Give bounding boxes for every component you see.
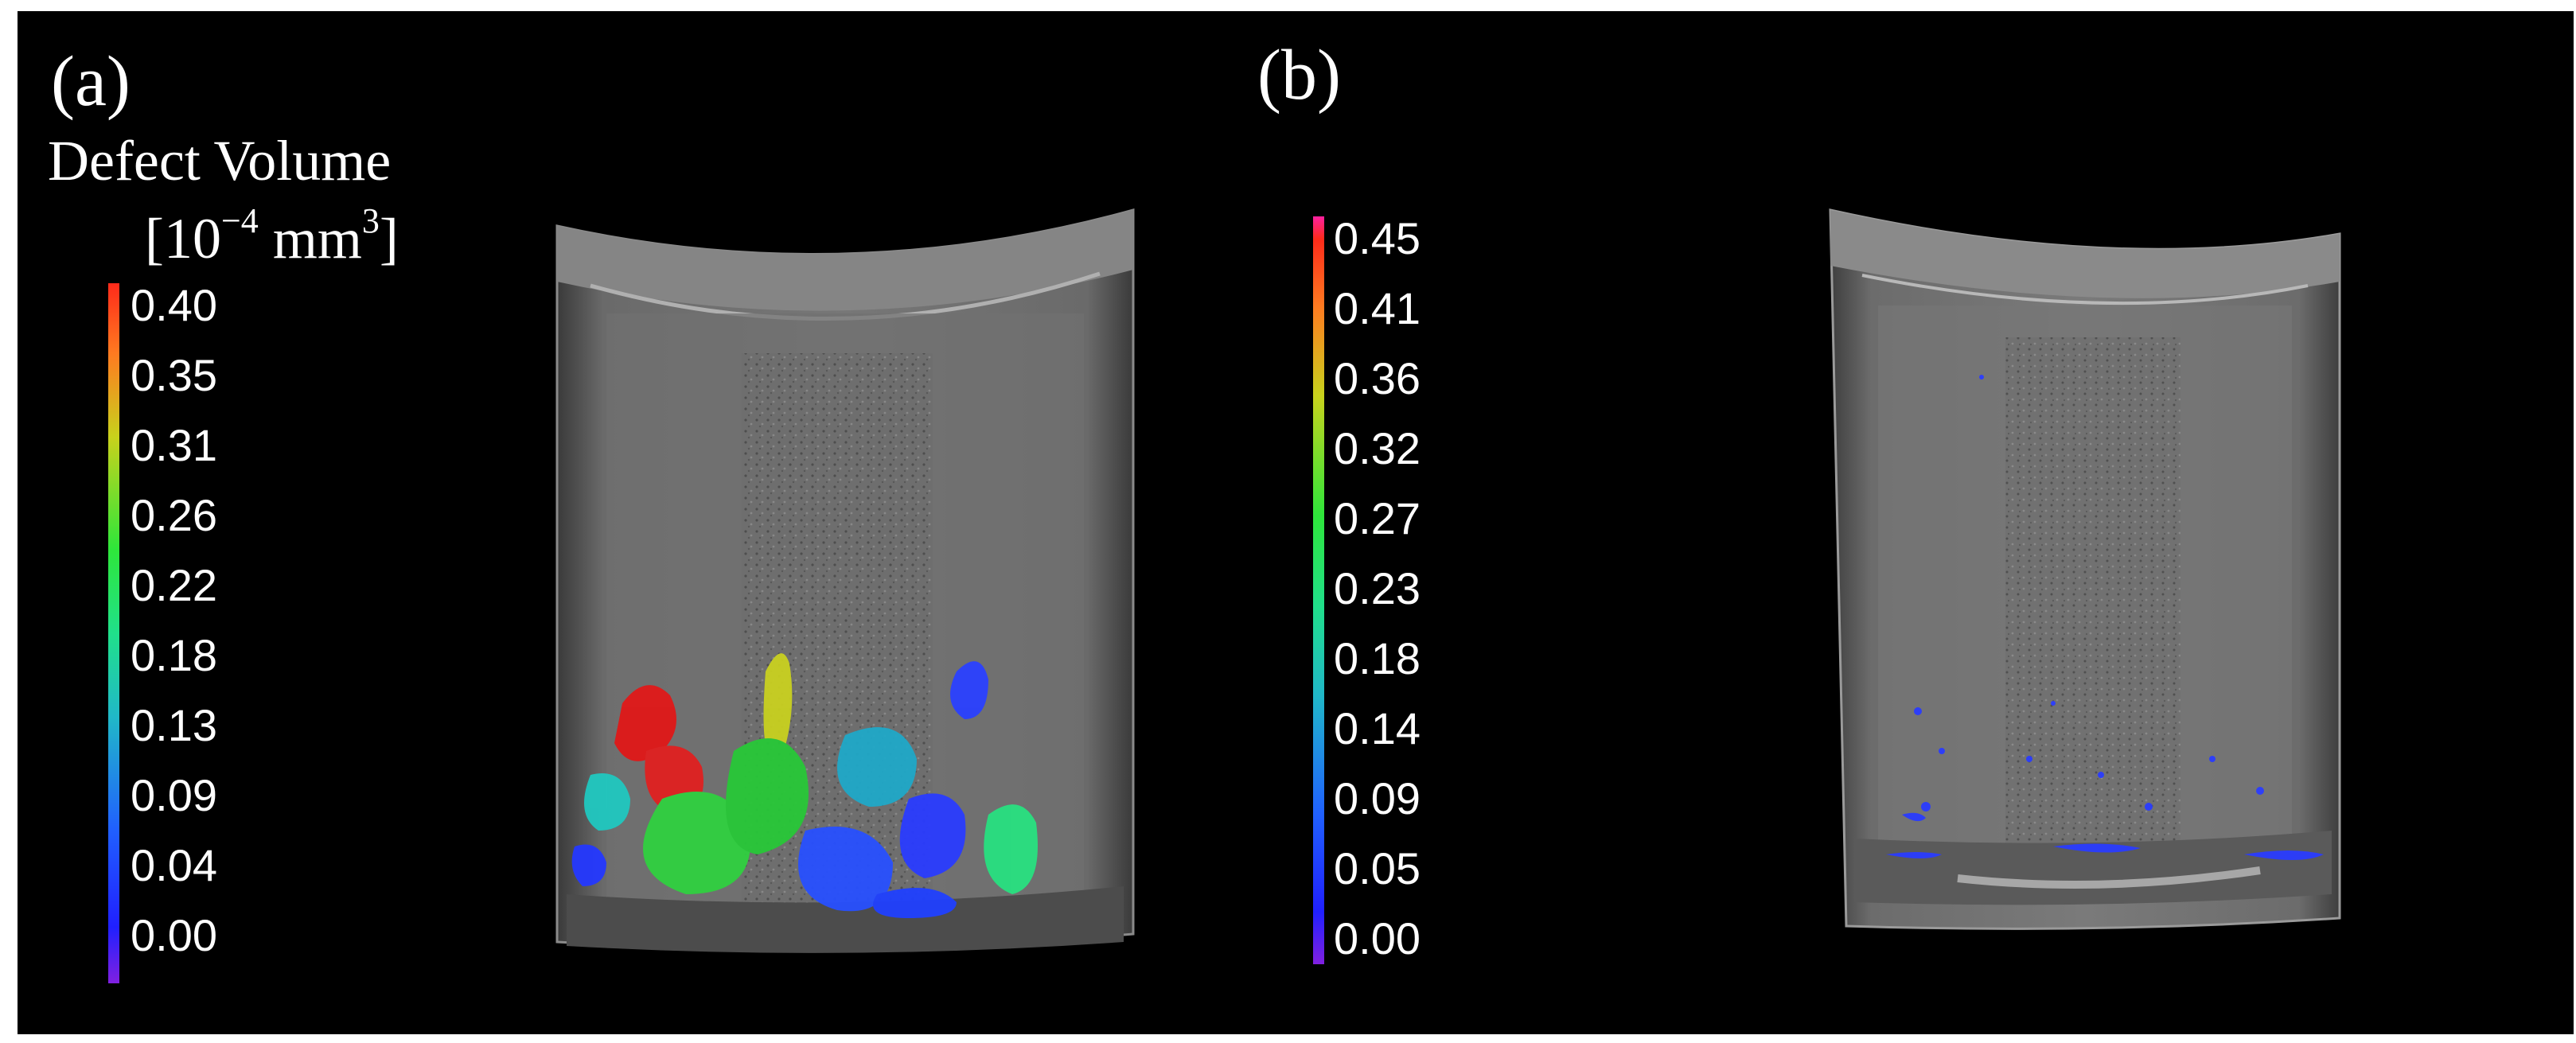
- specimen-a-render: [555, 208, 1135, 953]
- colorbar-a-tick: 0.18: [131, 630, 217, 680]
- colorbar-b-tick: 0.36: [1334, 353, 1421, 403]
- colorbar-a-gradient: [108, 283, 119, 983]
- panel-a: (a) Defect Volume [10−4 mm3] 0.40 0.35 0…: [18, 11, 1323, 1034]
- colorbar-b-tick: 0.32: [1334, 423, 1421, 473]
- colorbar-b-tick: 0.41: [1334, 283, 1421, 333]
- colorbar-a-tick: 0.35: [131, 350, 217, 400]
- colorbar-b-tick: 0.45: [1334, 213, 1421, 263]
- colorbar-b-tick: 0.09: [1334, 773, 1421, 823]
- colorbar-a-tick: 0.04: [131, 840, 217, 890]
- panel-b: (b) 0.45 0.41 0.36 0.32 0.27 0.23 0.18 0…: [1226, 11, 2574, 1034]
- colorbar-b-gradient: [1313, 216, 1324, 964]
- panel-b-label: (b): [1257, 36, 1341, 115]
- colorbar-b-tick: 0.18: [1334, 633, 1421, 683]
- colorbar-a-tick: 0.00: [131, 910, 217, 960]
- colorbar-a-tick: 0.31: [131, 420, 217, 470]
- colorbar-a-tick: 0.13: [131, 700, 217, 750]
- colorbar-b-tick: 0.05: [1334, 843, 1421, 893]
- panel-a-label: (a): [51, 42, 131, 121]
- colorbar-a-tick: 0.40: [131, 280, 217, 330]
- colorbar-a-tick: 0.26: [131, 490, 217, 540]
- colorbar-a-title: Defect Volume: [48, 129, 392, 193]
- colorbar-a-tick: 0.09: [131, 770, 217, 820]
- specimen-b-render: [1829, 208, 2341, 930]
- colorbar-a-tick: 0.22: [131, 560, 217, 610]
- colorbar-b-tick: 0.27: [1334, 493, 1421, 543]
- colorbar-b-tick: 0.00: [1334, 913, 1421, 963]
- colorbar-b-tick: 0.23: [1334, 563, 1421, 613]
- colorbar-b-tick: 0.14: [1334, 703, 1421, 753]
- colorbar-a-unit: [10−4 mm3]: [145, 201, 399, 270]
